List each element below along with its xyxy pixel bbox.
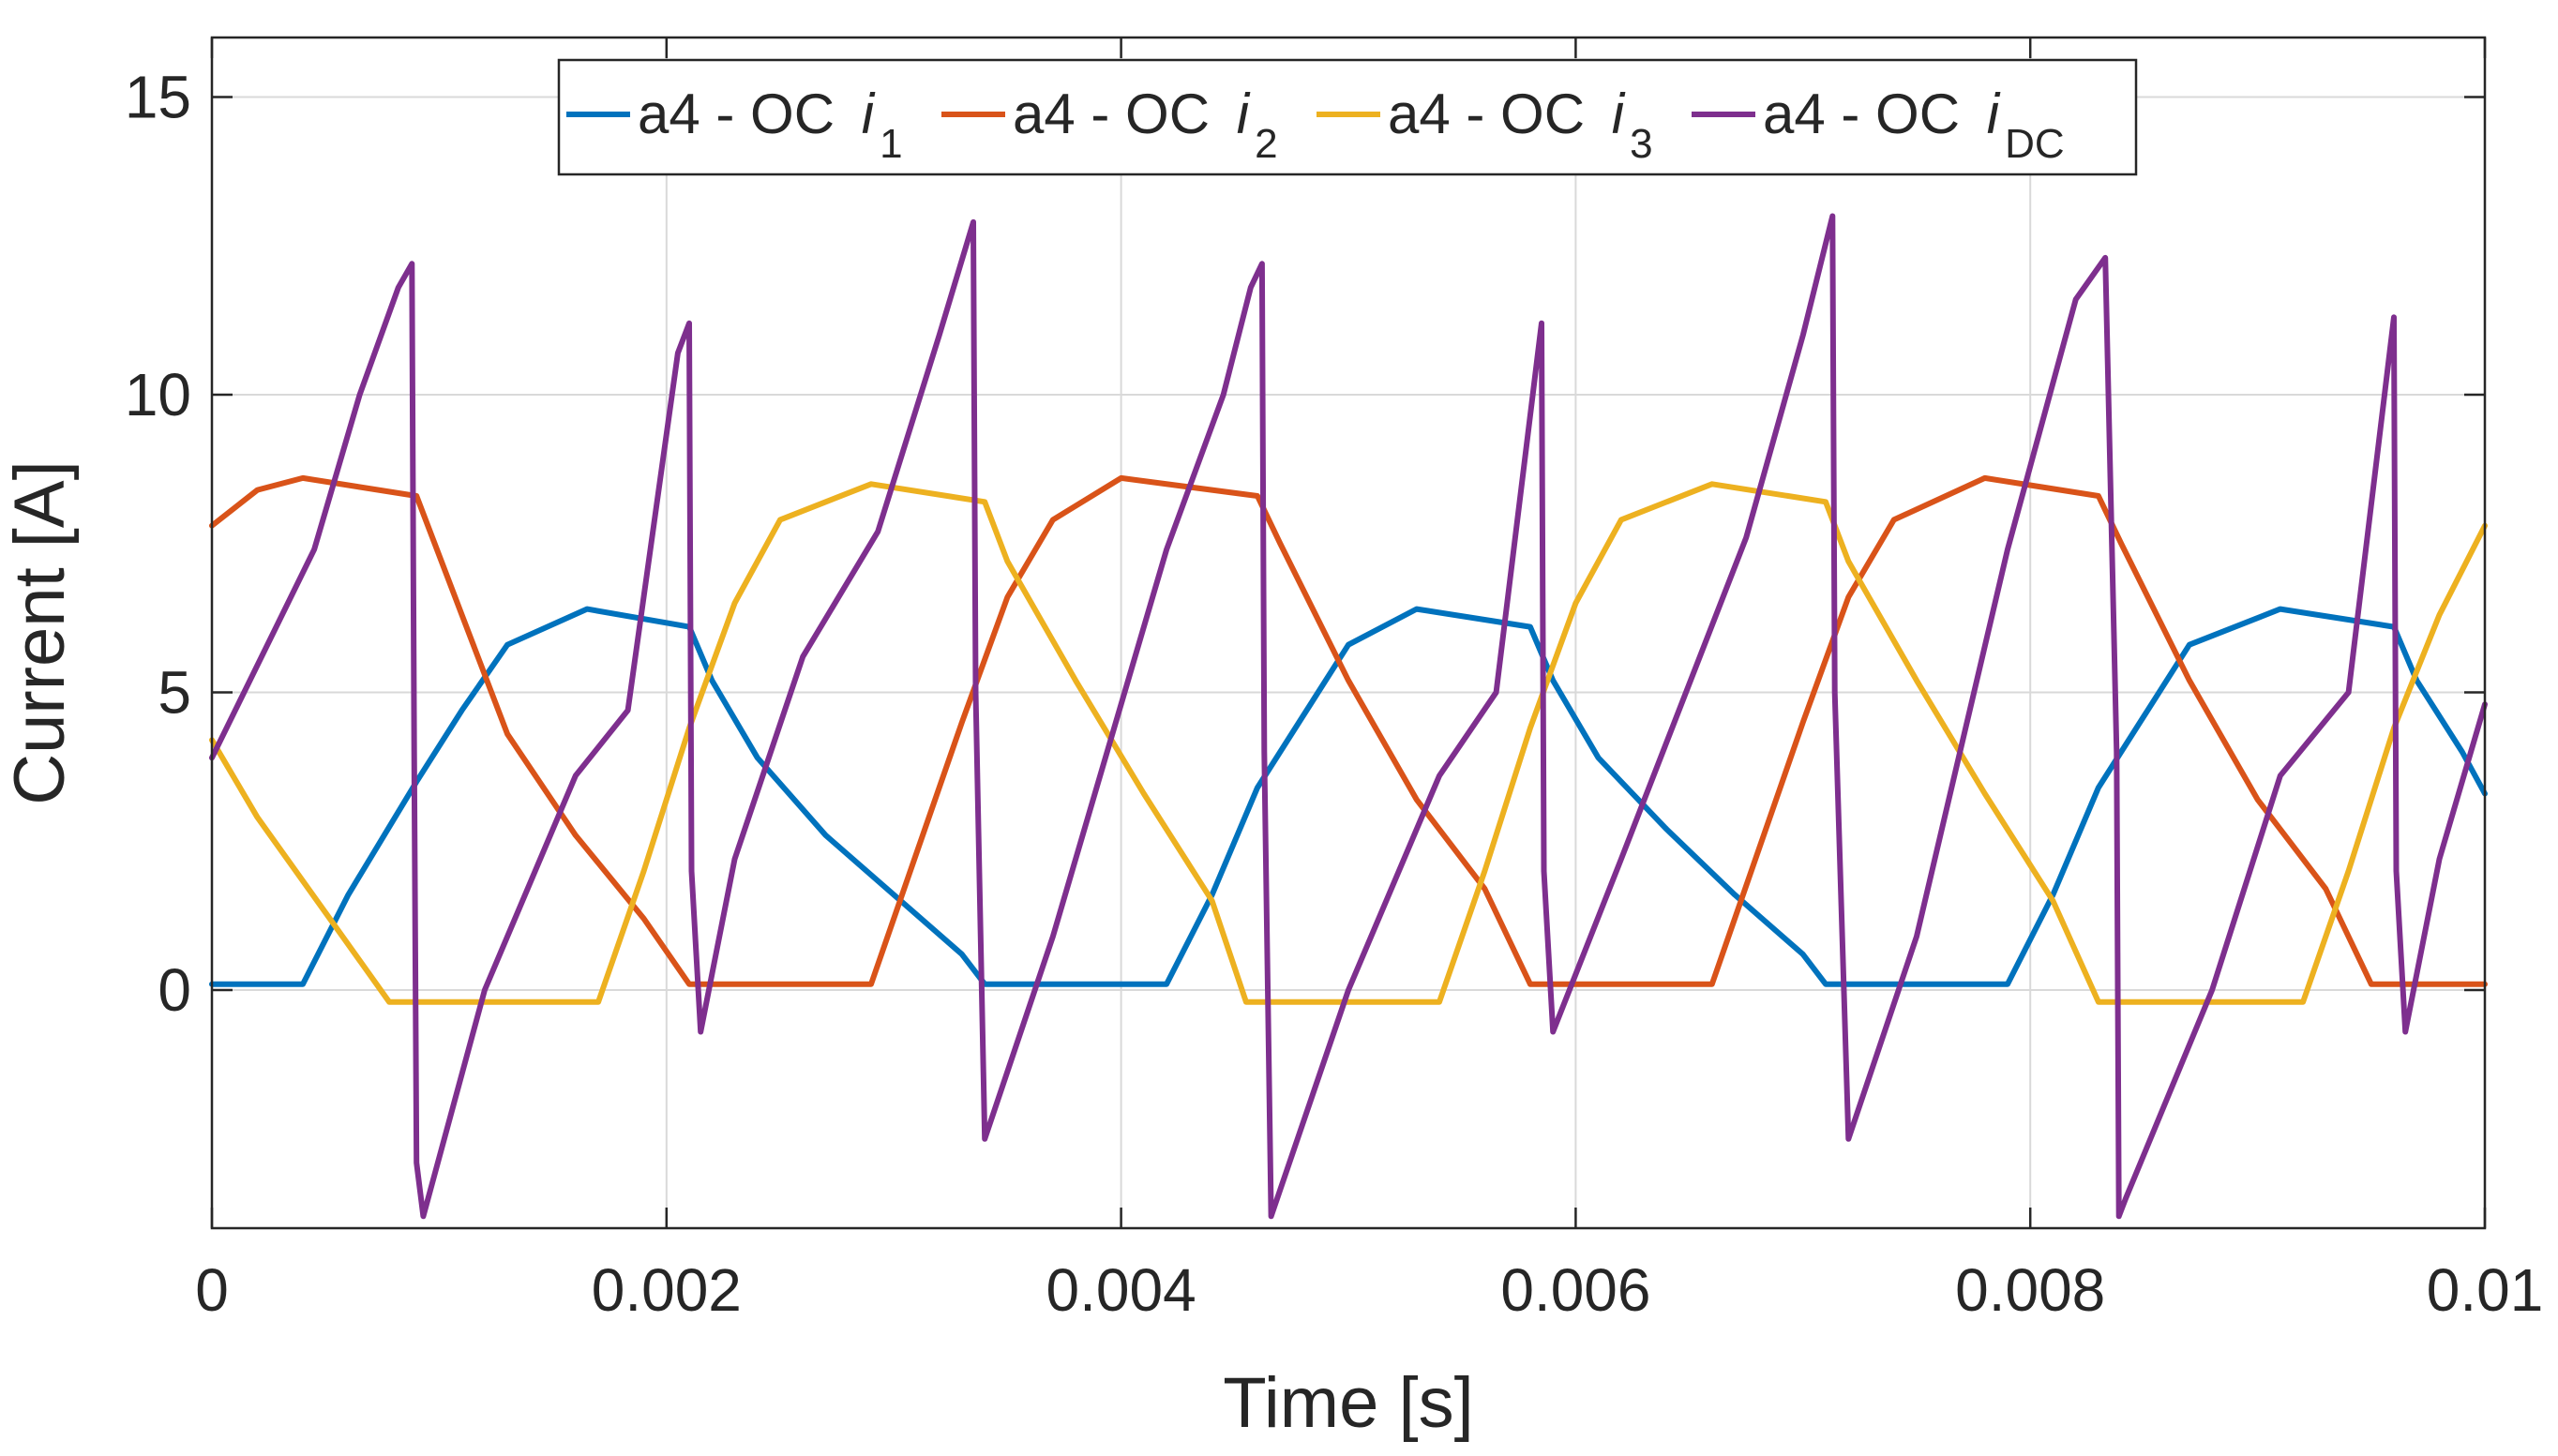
legend-label-prefix: a4 - OC	[1763, 83, 1976, 145]
axis-ticks: 0 0.002 0.004 0.006 0.008 0.01 0 5 10 15	[125, 38, 2543, 1324]
legend-label-var: i	[1612, 83, 1626, 145]
x-tick-label: 0	[195, 1256, 229, 1324]
plot-area-frame	[210, 36, 2487, 1230]
legend-label-subscript: 3	[1630, 121, 1652, 167]
legend-label-prefix: a4 - OC	[638, 83, 850, 145]
legend-label-subscript: DC	[2005, 121, 2065, 167]
x-tick-label: 0.004	[1046, 1256, 1196, 1324]
legend-label-prefix: a4 - OC	[1013, 83, 1226, 145]
x-tick-label: 0.008	[1955, 1256, 2105, 1324]
x-tick-label: 0.002	[592, 1256, 742, 1324]
y-axis-label: Current [A]	[0, 460, 80, 804]
series-line-1	[209, 606, 2488, 987]
x-tick-label: 0.01	[2427, 1256, 2544, 1324]
series-line-4	[209, 213, 2488, 1220]
legend-label-var: i	[862, 83, 876, 145]
y-tick-label: 0	[158, 956, 191, 1024]
y-tick-label: 15	[125, 64, 191, 131]
x-tick-label: 0.006	[1500, 1256, 1650, 1324]
legend-label-var: i	[1987, 83, 2001, 145]
series-line-3	[209, 481, 2488, 1005]
y-tick-label: 10	[125, 361, 191, 428]
legend-label-subscript: 1	[880, 121, 902, 167]
series-layer	[209, 213, 2488, 1220]
y-tick-label: 5	[158, 659, 191, 727]
legend-label-4: a4 - OC i DC	[1763, 83, 2065, 167]
x-axis-label: Time [s]	[1223, 1363, 1473, 1443]
legend-label-prefix: a4 - OC	[1388, 83, 1601, 145]
legend-label-subscript: 2	[1255, 121, 1277, 167]
legend-label-var: i	[1237, 83, 1251, 145]
